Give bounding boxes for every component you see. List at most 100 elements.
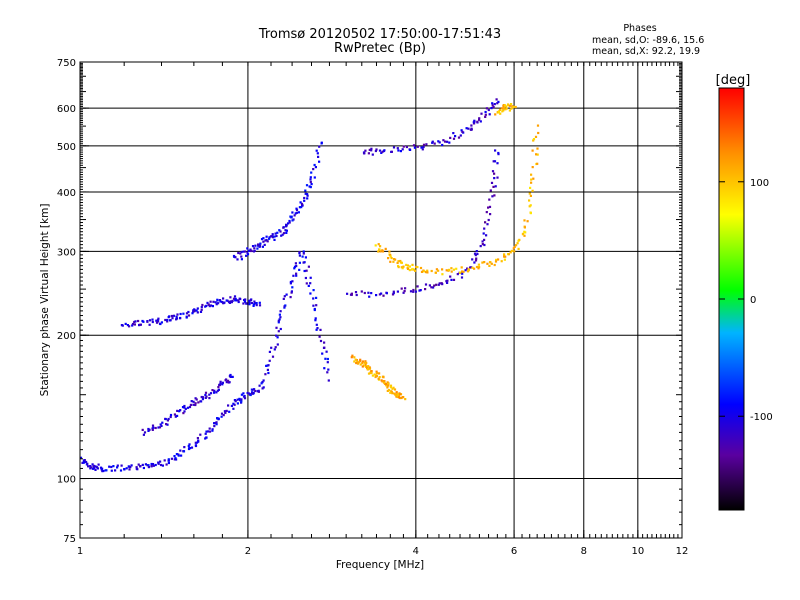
data-point: [190, 400, 193, 403]
y-tick-label: 750: [57, 58, 76, 69]
data-point: [94, 465, 97, 468]
data-point: [419, 266, 423, 270]
data-point: [477, 267, 480, 270]
data-point: [381, 250, 385, 253]
data-point: [285, 229, 288, 232]
data-point: [258, 301, 261, 304]
data-point: [201, 398, 204, 401]
data-point: [219, 380, 222, 383]
data-point: [359, 360, 362, 363]
data-point: [83, 459, 86, 462]
data-point: [138, 323, 141, 326]
data-point: [400, 266, 403, 269]
data-point: [295, 274, 298, 277]
data-point: [316, 327, 319, 330]
data-point: [504, 104, 507, 107]
data-point: [382, 294, 385, 297]
data-point: [168, 315, 171, 318]
data-point: [169, 319, 172, 322]
data-point: [279, 310, 282, 313]
data-point: [288, 221, 291, 224]
data-point: [380, 292, 383, 295]
data-point: [298, 261, 301, 264]
data-point: [309, 176, 312, 179]
data-point: [393, 388, 397, 391]
data-point: [397, 260, 400, 263]
data-point: [473, 267, 476, 270]
data-point: [248, 301, 251, 304]
data-point: [303, 269, 306, 273]
data-point: [314, 319, 317, 322]
data-point: [482, 232, 485, 235]
data-point: [302, 250, 305, 253]
data-point: [319, 339, 323, 343]
data-point: [180, 454, 183, 457]
data-point: [529, 194, 532, 197]
data-point: [354, 358, 357, 361]
data-point: [208, 427, 211, 430]
x-tick-label: 2: [245, 546, 251, 557]
data-point: [229, 300, 232, 303]
data-point: [237, 299, 240, 302]
data-point: [252, 304, 255, 307]
data-point: [85, 460, 88, 464]
data-point: [370, 149, 373, 152]
data-point: [380, 379, 383, 382]
data-point: [346, 292, 349, 295]
data-point: [250, 392, 254, 395]
data-point: [284, 229, 287, 232]
data-point: [126, 324, 129, 327]
data-point: [487, 206, 490, 209]
data-point: [364, 360, 367, 363]
data-point: [531, 189, 534, 192]
data-point: [179, 312, 182, 316]
data-point: [261, 245, 264, 248]
data-point: [183, 446, 186, 449]
data-point: [397, 149, 400, 152]
data-point: [295, 272, 298, 275]
data-point: [197, 439, 200, 442]
data-point: [270, 346, 273, 349]
data-point: [294, 262, 297, 265]
data-point: [368, 295, 371, 298]
data-point: [231, 299, 234, 302]
data-point: [156, 319, 160, 322]
data-point: [459, 134, 462, 137]
data-point: [494, 185, 497, 188]
data-point: [392, 292, 395, 295]
data-point: [514, 105, 517, 109]
data-point: [388, 250, 391, 253]
data-point: [154, 463, 157, 467]
data-point: [230, 375, 233, 378]
data-point: [194, 397, 197, 400]
data-point: [470, 124, 473, 127]
data-point: [396, 290, 399, 293]
data-point: [219, 300, 222, 303]
data-point: [304, 192, 307, 195]
data-point: [380, 151, 383, 154]
data-point: [309, 292, 312, 295]
data-point: [375, 294, 378, 297]
data-point: [258, 244, 262, 247]
data-point: [242, 392, 245, 395]
data-point: [305, 269, 308, 272]
data-point: [313, 308, 316, 312]
data-point: [211, 429, 214, 432]
data-point: [210, 304, 213, 307]
data-point: [532, 138, 536, 141]
data-point: [487, 108, 490, 112]
y-axis: 75 100 200 300 400 500 600 750: [57, 58, 682, 545]
data-point: [307, 284, 310, 287]
data-point: [105, 469, 108, 472]
data-point: [370, 292, 373, 295]
data-point: [467, 269, 470, 272]
data-point: [368, 148, 371, 151]
data-point: [435, 268, 438, 271]
data-point: [494, 113, 497, 116]
data-point: [381, 150, 384, 153]
data-point: [391, 387, 394, 390]
data-point: [240, 250, 243, 254]
data-point: [396, 261, 399, 264]
data-point: [100, 468, 103, 471]
data-point: [488, 261, 492, 264]
